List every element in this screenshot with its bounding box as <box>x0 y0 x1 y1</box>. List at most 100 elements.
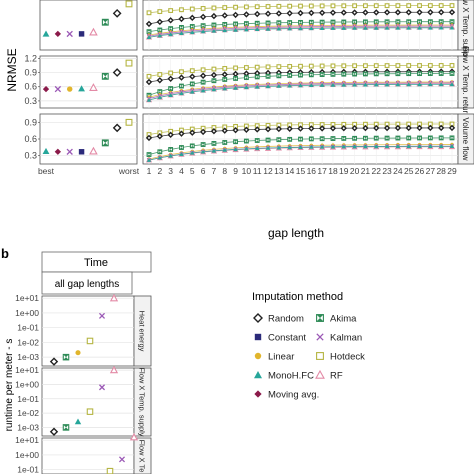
series-point-1-0-12 <box>276 64 282 70</box>
point-rank-0-4-shape <box>89 27 98 36</box>
series-point-1-1-2 <box>167 75 174 82</box>
series-point-2-1-11 <box>264 125 272 133</box>
series-point-1-6-18-shape <box>341 82 346 87</box>
series-point-0-2-26 <box>427 19 433 25</box>
series-point-1-6-1 <box>157 95 163 100</box>
runtime-point-1-5-shape <box>109 365 119 374</box>
runtime-point-0-0 <box>49 357 59 366</box>
series-point-1-0-11 <box>265 64 271 70</box>
series-point-2-2-7-shape <box>222 140 227 145</box>
series-point-0-0-3 <box>179 7 184 13</box>
series-point-1-0-23 <box>395 63 401 68</box>
series-point-1-2-6 <box>211 78 217 84</box>
series-point-0-6-26-shape <box>428 25 433 30</box>
runtime-facet-label-0: Heat energy <box>138 311 147 352</box>
series-point-2-2-12 <box>276 137 282 143</box>
point-rank-0-5 <box>101 18 109 26</box>
series-point-1-0-3-shape <box>179 69 184 75</box>
runtime-y-tick-2-2: 1e-01 <box>17 465 39 474</box>
runtime-y-tick-1-0: 1e+01 <box>15 365 39 375</box>
series-point-0-1-24 <box>405 9 412 16</box>
series-point-0-6-24-shape <box>406 25 411 30</box>
point-rank-1-4-shape <box>89 83 98 91</box>
series-point-2-2-9 <box>243 138 249 144</box>
series-point-2-1-27 <box>437 124 445 132</box>
series-point-2-1-28-shape <box>448 124 456 132</box>
series-point-1-0-28-shape <box>449 63 455 68</box>
series-point-1-2-22 <box>384 71 390 77</box>
series-point-0-6-5-shape <box>200 29 206 34</box>
strip-row-0 <box>457 0 474 51</box>
series-point-0-1-26-shape <box>427 9 434 16</box>
series-point-1-1-1 <box>156 77 164 84</box>
series-point-2-6-8 <box>233 147 238 152</box>
series-point-1-6-9 <box>244 85 249 90</box>
x-tick-label-9: 10 <box>242 166 252 176</box>
y-tick-label-2-1: 0.6 <box>24 134 37 144</box>
legend-key-2 <box>254 333 262 341</box>
series-point-0-1-9-shape <box>243 11 250 18</box>
series-point-1-0-10 <box>254 64 260 70</box>
point-rank-1-1-shape <box>54 85 62 93</box>
series-point-2-2-15 <box>308 136 314 142</box>
y-tick-label-2-0: 0.3 <box>24 151 37 161</box>
series-point-2-2-5-shape <box>201 142 205 147</box>
x-tick-label-21: 22 <box>372 166 382 176</box>
series-point-1-6-6-shape <box>211 87 217 92</box>
series-point-2-1-2 <box>167 131 174 139</box>
series-point-0-0-1-shape <box>157 9 163 14</box>
y-tick-label-1-0: 0.3 <box>24 96 37 106</box>
series-point-1-2-28 <box>449 71 455 76</box>
series-point-2-2-0-shape <box>147 152 151 157</box>
series-point-2-1-27-shape <box>437 124 445 132</box>
series-point-1-1-7-shape <box>221 71 228 78</box>
series-point-0-6-5 <box>200 29 206 34</box>
series-point-0-2-22 <box>384 19 390 25</box>
series-point-0-1-16-shape <box>318 9 326 16</box>
y-tick-label-2-2: 0.9 <box>24 117 37 127</box>
series-point-0-6-21-shape <box>374 25 379 30</box>
series-point-1-6-13 <box>287 83 292 88</box>
series-point-2-6-8-shape <box>233 147 238 152</box>
series-point-0-2-27 <box>438 19 444 25</box>
series-point-1-0-24-shape <box>406 63 412 68</box>
series-point-2-6-16 <box>319 144 325 149</box>
x-tick-label-12: 13 <box>274 166 284 176</box>
series-point-0-0-17-shape <box>330 3 336 9</box>
legend-key-4-shape <box>254 352 262 360</box>
x-tick-label-18: 19 <box>339 166 349 176</box>
series-point-0-2-25 <box>417 19 422 25</box>
series-point-1-2-19-shape <box>352 72 357 76</box>
series-point-2-2-10 <box>254 138 260 143</box>
series-point-0-0-8-shape <box>233 4 238 10</box>
series-point-1-0-0-shape <box>146 73 152 79</box>
series-point-0-6-4 <box>190 30 195 35</box>
series-point-1-2-25 <box>417 71 422 77</box>
series-point-1-6-23-shape <box>395 82 401 87</box>
runtime-y-tick-1-1: 1e+00 <box>15 379 39 389</box>
series-point-0-0-18-shape <box>341 3 347 9</box>
series-point-0-0-21 <box>373 3 379 9</box>
series-point-1-0-7-shape <box>222 66 228 71</box>
series-point-1-6-19-shape <box>352 82 357 87</box>
series-point-1-2-3 <box>179 83 184 89</box>
point-rank-0-4 <box>89 27 98 36</box>
series-point-1-0-26 <box>427 63 433 68</box>
legend-key-7-shape <box>315 369 325 379</box>
series-point-2-1-9 <box>243 126 250 133</box>
series-point-1-1-6-shape <box>210 71 218 79</box>
point-rank-1-5 <box>101 72 109 80</box>
series-point-0-1-17-shape <box>329 9 337 16</box>
series-point-2-2-15-shape <box>309 137 314 141</box>
series-point-2-1-2-shape <box>167 131 174 139</box>
series-point-0-2-2 <box>168 26 174 32</box>
point-rank-0-3 <box>78 31 85 37</box>
series-point-1-0-12-shape <box>276 64 282 70</box>
point-rank-1-7-shape <box>125 59 133 67</box>
series-point-2-1-15 <box>308 125 315 132</box>
series-point-0-0-28-shape <box>449 3 455 8</box>
series-point-0-0-22-shape <box>384 3 390 9</box>
series-point-0-6-3 <box>179 31 184 35</box>
series-point-1-0-22-shape <box>384 63 390 69</box>
runtime-point-1-2 <box>74 418 82 425</box>
